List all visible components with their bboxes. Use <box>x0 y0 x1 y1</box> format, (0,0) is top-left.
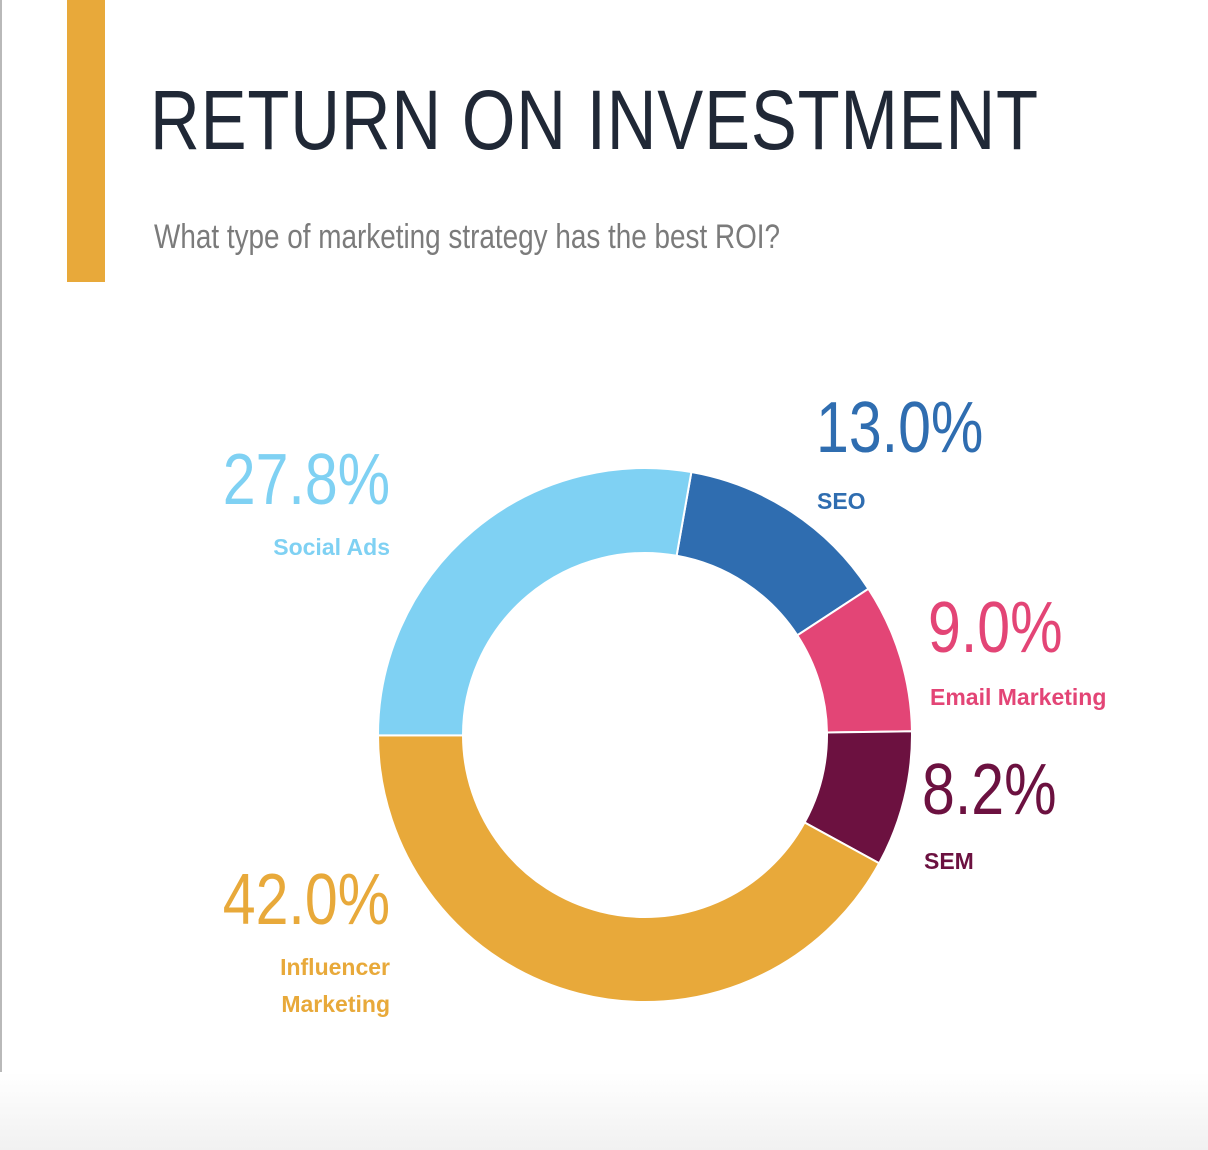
chart-subtitle: What type of marketing strategy has the … <box>154 218 781 256</box>
sem-label: SEM <box>924 848 974 874</box>
sem-percent: 8.2% <box>922 750 1057 830</box>
email-marketing-label: Email Marketing <box>930 684 1107 710</box>
chart-title: RETURN ON INVESTMENT <box>150 73 1039 167</box>
page-left-border <box>0 0 2 1150</box>
influencer-marketing-percent: 42.0% <box>222 860 390 940</box>
seo-percent: 13.0% <box>816 388 984 468</box>
donut-slice-social-ads <box>376 467 693 737</box>
accent-bar <box>67 0 105 282</box>
donut-slice-influencer-marketing <box>376 734 881 1003</box>
page-bottom-shade <box>0 1072 1208 1150</box>
influencer-marketing-label-line2: Marketing <box>281 991 390 1017</box>
email-marketing-percent: 9.0% <box>928 588 1063 668</box>
social-ads-percent: 27.8% <box>222 440 390 520</box>
seo-label: SEO <box>817 488 866 514</box>
social-ads-label: Social Ads <box>273 534 390 560</box>
influencer-marketing-label-line1: Influencer <box>280 954 390 980</box>
